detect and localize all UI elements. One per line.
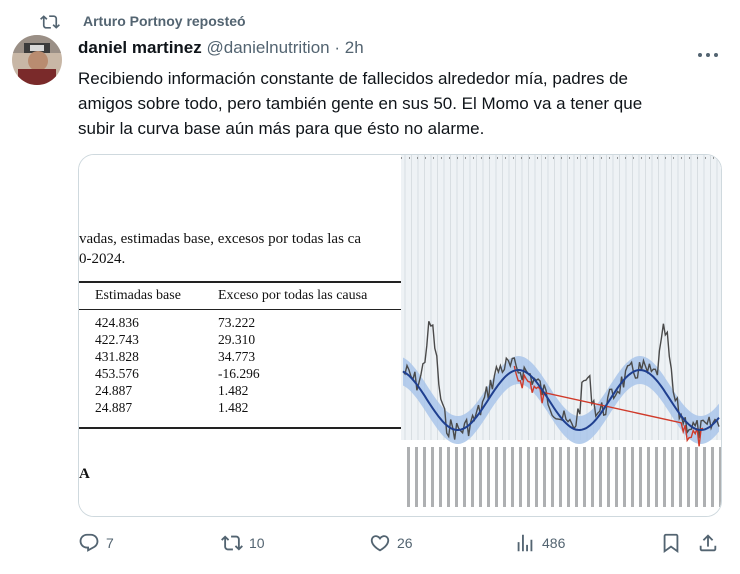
table-rule bbox=[79, 281, 401, 283]
table-cell: 24.887 bbox=[95, 400, 133, 415]
axis-tick-label bbox=[639, 447, 642, 507]
tweet-text: Recibiendo información constante de fall… bbox=[78, 66, 718, 141]
reply-icon bbox=[79, 533, 99, 552]
views-button[interactable]: 486 bbox=[514, 532, 565, 554]
axis-tick-label bbox=[599, 447, 602, 507]
axis-tick-label bbox=[479, 447, 482, 507]
table-header: Exceso por todas las causa bbox=[218, 288, 368, 303]
doc-caption-line: 0-2024. bbox=[79, 251, 126, 267]
axis-tick-label bbox=[471, 447, 474, 507]
repost-count: 10 bbox=[249, 535, 265, 551]
mortality-chart bbox=[401, 155, 721, 516]
share-button[interactable] bbox=[697, 532, 719, 554]
repost-icon bbox=[221, 535, 243, 551]
axis-tick-label bbox=[591, 447, 594, 507]
tweet-text-line: subir la curva base aún más para que ést… bbox=[78, 119, 485, 138]
axis-tick-label bbox=[647, 447, 650, 507]
bookmark-icon bbox=[663, 533, 679, 554]
heart-icon bbox=[370, 535, 390, 552]
author-handle[interactable]: @danielnutrition bbox=[206, 38, 330, 57]
axis-tick-label bbox=[711, 447, 714, 507]
axis-tick-label bbox=[671, 447, 674, 507]
timestamp[interactable]: 2h bbox=[344, 38, 364, 57]
axis-tick-label bbox=[623, 447, 626, 507]
axis-tick-label bbox=[447, 447, 450, 507]
axis-tick-label bbox=[407, 447, 410, 507]
table-cell: 34.773 bbox=[218, 349, 256, 364]
axis-tick-label bbox=[431, 447, 434, 507]
table-cell: 422.743 bbox=[95, 332, 139, 347]
table-cell: 1.482 bbox=[218, 383, 249, 398]
axis-tick-label bbox=[631, 447, 634, 507]
repost-button[interactable]: 10 bbox=[221, 532, 265, 554]
axis-tick-label bbox=[519, 447, 522, 507]
more-options-icon[interactable] bbox=[696, 46, 720, 57]
share-icon bbox=[699, 534, 717, 552]
repost-icon bbox=[40, 15, 60, 29]
axis-tick-label bbox=[703, 447, 706, 507]
bookmark-button[interactable] bbox=[660, 532, 682, 554]
tweet-text-line: Recibiendo información constante de fall… bbox=[78, 69, 628, 88]
analytics-icon bbox=[517, 534, 533, 552]
table-cell: 1.482 bbox=[218, 400, 249, 415]
document-image: vadas, estimadas base, excesos por todas… bbox=[79, 155, 401, 516]
axis-tick-label bbox=[487, 447, 490, 507]
axis-tick-label bbox=[535, 447, 538, 507]
axis-tick-label bbox=[695, 447, 698, 507]
axis-tick-label bbox=[655, 447, 658, 507]
axis-tick-label bbox=[583, 447, 586, 507]
axis-tick-label bbox=[511, 447, 514, 507]
table-cell: 431.828 bbox=[95, 349, 139, 364]
separator-dot: · bbox=[334, 38, 341, 57]
axis-tick-label bbox=[719, 447, 721, 507]
axis-tick-label bbox=[439, 447, 442, 507]
axis-tick-label bbox=[551, 447, 554, 507]
doc-section-letter: A bbox=[79, 466, 90, 482]
like-count: 26 bbox=[397, 535, 413, 551]
axis-tick-label bbox=[463, 447, 466, 507]
axis-tick-label bbox=[455, 447, 458, 507]
axis-tick-label bbox=[527, 447, 530, 507]
like-button[interactable]: 26 bbox=[369, 532, 413, 554]
axis-tick-label bbox=[495, 447, 498, 507]
avatar[interactable] bbox=[12, 35, 62, 85]
tweet-header: daniel martinez @danielnutrition · 2h bbox=[78, 38, 364, 58]
axis-tick-label bbox=[615, 447, 618, 507]
axis-tick-label bbox=[663, 447, 666, 507]
table-cell: 29.310 bbox=[218, 332, 256, 347]
axis-tick-label bbox=[679, 447, 682, 507]
table-cell: 73.222 bbox=[218, 315, 256, 330]
tweet-media[interactable]: vadas, estimadas base, excesos por todas… bbox=[78, 154, 722, 517]
tweet-text-line: amigos sobre todo, pero también gente en… bbox=[78, 94, 643, 113]
table-cell: 453.576 bbox=[95, 366, 139, 381]
axis-tick-label bbox=[567, 447, 570, 507]
author-name[interactable]: daniel martinez bbox=[78, 38, 202, 57]
repost-label: Arturo Portnoy reposteó bbox=[83, 13, 246, 29]
table-rule bbox=[79, 309, 401, 310]
table-rule bbox=[79, 427, 401, 429]
table-cell: 24.887 bbox=[95, 383, 133, 398]
axis-tick-label bbox=[503, 447, 506, 507]
reply-count: 7 bbox=[106, 535, 114, 551]
views-count: 486 bbox=[542, 535, 566, 551]
table-cell: -16.296 bbox=[218, 366, 260, 381]
action-bar: 7 10 26 486 bbox=[0, 532, 740, 558]
axis-tick-label bbox=[559, 447, 562, 507]
axis-tick-label bbox=[607, 447, 610, 507]
axis-tick-label bbox=[575, 447, 578, 507]
table-cell: 424.836 bbox=[95, 315, 139, 330]
axis-tick-label bbox=[423, 447, 426, 507]
table-header: Estimadas base bbox=[95, 288, 181, 303]
axis-tick-label bbox=[543, 447, 546, 507]
reply-button[interactable]: 7 bbox=[78, 532, 114, 554]
axis-tick-label bbox=[687, 447, 690, 507]
axis-tick-label bbox=[415, 447, 418, 507]
doc-caption-line: vadas, estimadas base, excesos por todas… bbox=[79, 231, 361, 247]
